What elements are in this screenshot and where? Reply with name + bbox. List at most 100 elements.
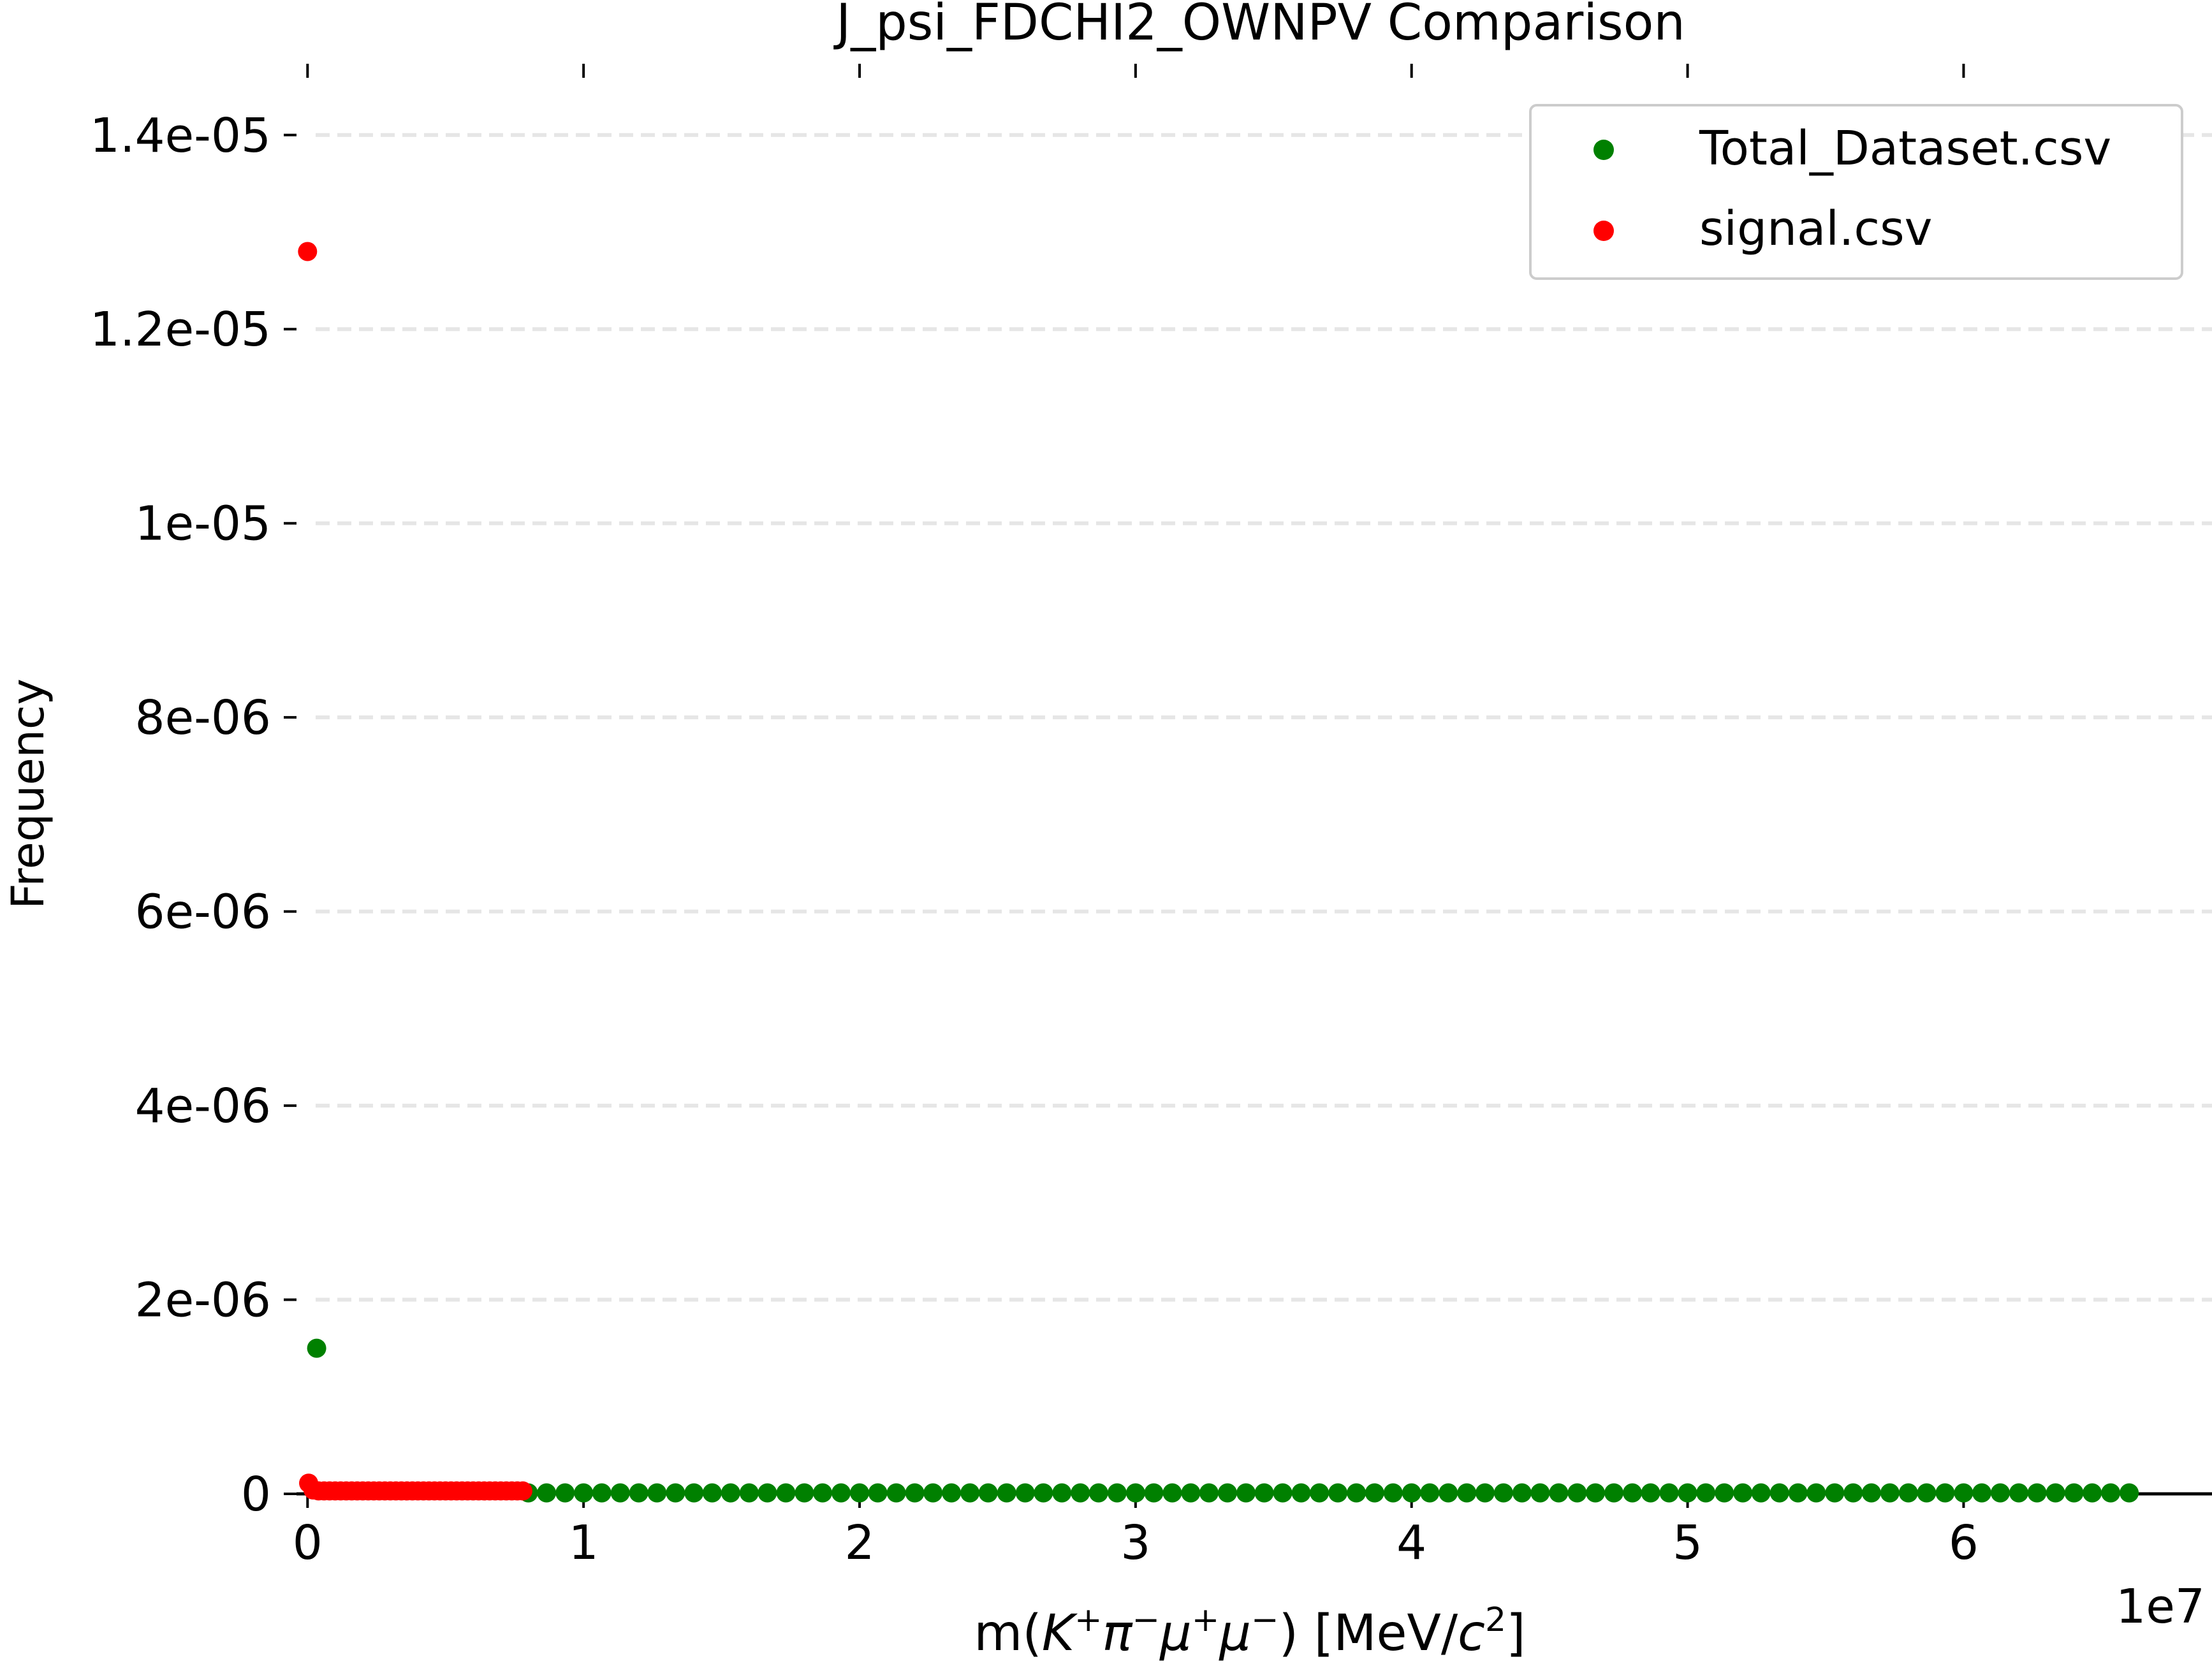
point-total-dataset [2009,1483,2029,1503]
point-total-dataset [629,1483,648,1503]
y-tick-label: 1.4e-05 [90,108,271,163]
point-total-dataset [555,1483,575,1503]
point-total-dataset [997,1483,1016,1503]
point-total-dataset [1107,1483,1127,1503]
point-total-dataset [2101,1483,2121,1503]
point-total-dataset [1052,1483,1072,1503]
point-signal [513,1481,532,1501]
point-total-dataset [1199,1483,1219,1503]
x-axis-ticks: 0 1 2 3 4 5 6 [293,64,1979,1570]
point-total-dataset [1125,1483,1145,1503]
point-total-dataset [978,1483,998,1503]
legend-marker-total-dataset [1593,140,1614,160]
x-axis-label: m(K+π−μ+μ−) [MeV/c2] [974,1601,1525,1662]
point-total-dataset [1383,1483,1403,1503]
point-total-dataset [739,1483,759,1503]
point-total-dataset [647,1483,667,1503]
point-total-dataset [776,1483,796,1503]
point-total-dataset [1236,1483,1256,1503]
y-axis-ticks: 0 2e-06 4e-06 6e-06 8e-06 1e-05 1.2e-05 1.4e-05 [90,108,297,1522]
point-total-dataset [666,1483,685,1503]
point-total-dataset [831,1483,851,1503]
point-total-dataset [1310,1483,1329,1503]
legend-marker-signal [1593,221,1614,241]
point-total-dataset [923,1483,943,1503]
point-total-dataset [1365,1483,1384,1503]
point-total-dataset [684,1483,704,1503]
point-total-dataset [1954,1483,1974,1503]
point-total-dataset [1475,1483,1495,1503]
point-total-dataset [1457,1483,1477,1503]
x-tick-label: 0 [293,1516,323,1570]
legend-label-total-dataset: Total_Dataset.csv [1699,121,2111,176]
point-total-dataset [1604,1483,1624,1503]
point-total-dataset [1991,1483,2011,1503]
point-total-dataset [2083,1483,2102,1503]
point-total-dataset [1806,1483,1826,1503]
x-tick-label: 6 [1949,1516,1979,1570]
point-total-dataset [1641,1483,1660,1503]
point-total-dataset [1769,1483,1789,1503]
point-total-dataset [1659,1483,1679,1503]
point-signal [298,242,318,261]
point-total-dataset [1162,1483,1182,1503]
y-tick-label: 8e-06 [135,691,271,745]
point-total-dataset [1144,1483,1164,1503]
point-total-dataset [1972,1483,1992,1503]
point-total-dataset [592,1483,612,1503]
point-total-dataset [850,1483,870,1503]
point-total-dataset [868,1483,888,1503]
point-total-dataset [1935,1483,1955,1503]
point-total-dataset [1733,1483,1753,1503]
y-tick-label: 1e-05 [135,497,271,552]
legend-frame [1529,104,2183,280]
y-tick-label: 6e-06 [135,885,271,940]
point-total-dataset [886,1483,906,1503]
grid-lines [316,133,2212,1302]
point-total-dataset [1567,1483,1587,1503]
point-total-dataset [1291,1483,1311,1503]
point-total-dataset [795,1483,814,1503]
point-total-dataset [1696,1483,1716,1503]
point-total-dataset [1623,1483,1643,1503]
point-total-dataset [1218,1483,1238,1503]
point-total-dataset [2120,1483,2139,1503]
point-total-dataset [905,1483,925,1503]
point-total-dataset [813,1483,833,1503]
point-total-dataset [1402,1483,1421,1503]
x-tick-label: 1 [569,1516,599,1570]
point-total-dataset [1439,1483,1458,1503]
point-total-dataset [1088,1483,1108,1503]
point-total-dataset [1861,1483,1881,1503]
x-tick-label: 3 [1120,1516,1150,1570]
point-total-dataset [1549,1483,1569,1503]
point-total-dataset [1328,1483,1348,1503]
point-total-dataset [1880,1483,1900,1503]
point-total-dataset [1715,1483,1734,1503]
point-total-dataset [758,1483,777,1503]
y-tick-label: 2e-06 [135,1273,271,1328]
point-total-dataset [1273,1483,1293,1503]
point-total-dataset [1034,1483,1053,1503]
point-total-dataset [702,1483,722,1503]
point-total-dataset [1678,1483,1697,1503]
point-total-dataset [1254,1483,1274,1503]
legend: Total_Dataset.csv signal.csv [1529,104,2183,280]
point-total-dataset [610,1483,630,1503]
legend-label-signal: signal.csv [1699,201,1932,256]
point-total-dataset [2064,1483,2084,1503]
point-total-dataset [1788,1483,1808,1503]
point-total-dataset [1586,1483,1606,1503]
point-total-dataset [2046,1483,2065,1503]
point-total-dataset [1751,1483,1771,1503]
point-total-dataset [1898,1483,1918,1503]
point-total-dataset [1071,1483,1090,1503]
x-tick-label: 4 [1396,1516,1426,1570]
point-total-dataset [537,1483,557,1503]
point-total-dataset [1825,1483,1845,1503]
x-axis-offset-label: 1e7 [2116,1579,2205,1634]
point-total-dataset [307,1338,326,1358]
chart-title: J_psi_FDCHI2_OWNPV Comparison [833,0,1685,52]
point-total-dataset [574,1483,594,1503]
